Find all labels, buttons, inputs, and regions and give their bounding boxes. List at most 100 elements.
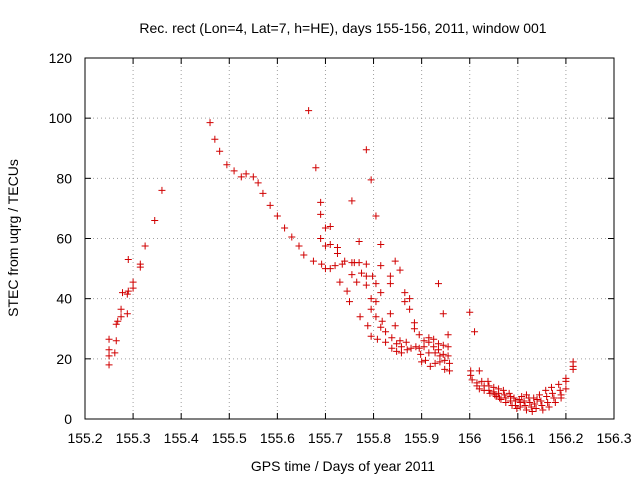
data-point [434, 340, 442, 348]
data-point [230, 167, 238, 175]
x-tick-labels: 155.2 155.3 155.4 155.5 155.6 155.7 155.8 155.9… [67, 430, 631, 446]
data-point [237, 173, 245, 181]
data-point [105, 352, 113, 360]
data-point [430, 335, 438, 343]
data-point [544, 398, 552, 406]
data-point [123, 290, 131, 298]
data-point [129, 284, 137, 292]
data-point [430, 343, 438, 351]
data-point [562, 385, 570, 393]
data-point [254, 179, 262, 187]
x-tick-label: 155.4 [164, 430, 199, 446]
x-tick-label: 155.8 [356, 430, 391, 446]
data-point [367, 305, 375, 313]
data-point [511, 401, 519, 409]
data-point [522, 406, 530, 414]
data-point [372, 298, 380, 306]
data-point [336, 278, 344, 286]
x-tick-label: 155.3 [116, 430, 151, 446]
data-point [401, 298, 409, 306]
data-point [112, 337, 120, 345]
data-point [372, 280, 380, 288]
data-point [362, 260, 370, 268]
grid [85, 58, 614, 419]
data-point [288, 233, 296, 241]
data-point [348, 271, 356, 279]
data-point [406, 305, 414, 313]
data-point [364, 322, 372, 330]
data-point [557, 394, 565, 402]
data-point [502, 398, 510, 406]
data-point [484, 377, 492, 385]
data-point [547, 383, 555, 391]
data-point [441, 356, 449, 364]
data-point [446, 367, 454, 375]
data-point [151, 216, 159, 224]
data-point [317, 198, 325, 206]
data-point [495, 389, 503, 397]
data-point [211, 135, 219, 143]
data-point [439, 350, 447, 358]
data-point [358, 269, 366, 277]
y-tick-label: 100 [49, 110, 73, 126]
data-point [117, 313, 125, 321]
data-point [356, 313, 364, 321]
x-tick-label: 155.6 [260, 430, 295, 446]
y-tick-label: 20 [56, 351, 72, 367]
data-point [491, 391, 499, 399]
data-point [528, 407, 536, 415]
data-point [312, 164, 320, 172]
data-point [401, 289, 409, 297]
data-point [129, 278, 137, 286]
data-point [321, 242, 329, 250]
data-point [410, 325, 418, 333]
data-point [388, 334, 396, 342]
data-point [117, 305, 125, 313]
data-point [436, 358, 444, 366]
data-point [486, 389, 494, 397]
data-point [425, 338, 433, 346]
data-point [431, 349, 439, 357]
data-point [317, 235, 325, 242]
data-points [105, 107, 577, 415]
data-point [417, 350, 425, 358]
data-point [468, 376, 476, 384]
data-point [377, 262, 385, 270]
data-point [520, 397, 528, 405]
axis-ticks [84, 57, 615, 420]
data-point [535, 391, 543, 399]
data-point [527, 403, 535, 411]
data-point [478, 377, 486, 385]
data-point [273, 212, 281, 220]
data-point [326, 265, 334, 273]
data-point [382, 328, 390, 336]
data-point [206, 119, 214, 127]
data-point [446, 359, 454, 367]
data-point [123, 310, 131, 318]
data-point [373, 335, 381, 343]
data-point [475, 385, 483, 393]
data-point [216, 147, 224, 155]
data-point [124, 256, 132, 264]
data-point [305, 107, 313, 115]
data-point [555, 380, 563, 388]
data-point [444, 343, 452, 351]
data-point [496, 394, 504, 402]
data-point [421, 356, 429, 364]
data-point [562, 374, 570, 382]
data-point [378, 317, 386, 325]
y-tick-label: 40 [56, 291, 72, 307]
data-point [518, 392, 526, 400]
data-point [539, 406, 547, 414]
data-point [388, 344, 396, 352]
data-point [386, 310, 394, 318]
data-point [415, 331, 423, 339]
y-axis-label: STEC from uqrg / TECUs [5, 159, 21, 317]
data-point [396, 337, 404, 345]
x-tick-label: 156 [458, 430, 482, 446]
data-point [444, 352, 452, 360]
data-point [485, 386, 493, 394]
data-point [372, 212, 380, 220]
data-point [551, 398, 559, 406]
data-point [393, 347, 401, 355]
